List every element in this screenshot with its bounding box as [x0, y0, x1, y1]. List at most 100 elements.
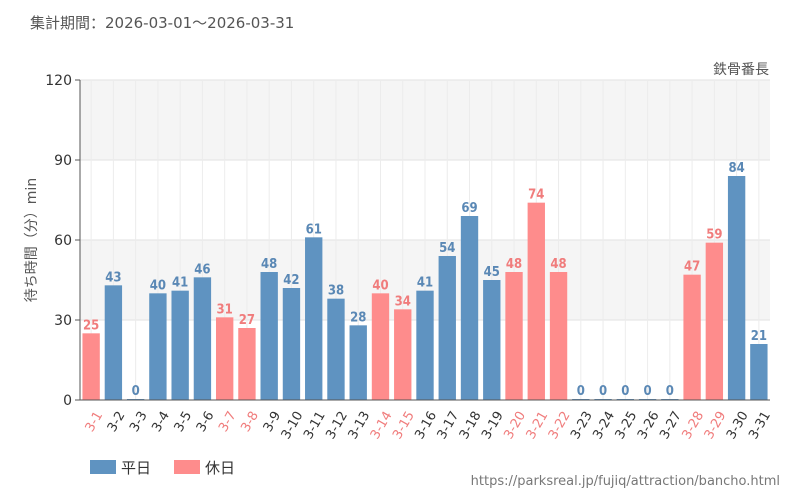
bar-3-12: [327, 298, 345, 400]
y-tick-label: 30: [54, 313, 72, 329]
legend-swatch-holiday: [174, 460, 200, 474]
data-labels: 25 43 0 40 41 46 31 27 48 42 61 38 28 40 34 41 54 69 45 48 7…: [83, 161, 767, 399]
bar-3-1: [82, 333, 100, 400]
data-label: 0: [666, 384, 674, 399]
legend-swatch-weekday: [90, 460, 116, 474]
x-tick-label: 3-11: [301, 409, 329, 442]
x-tick-label: 3-6: [194, 409, 218, 435]
data-label: 74: [528, 188, 544, 203]
data-label: 40: [150, 278, 166, 293]
x-tick-label: 3-1: [83, 409, 107, 435]
x-tick-label: 3-28: [679, 409, 707, 442]
data-label: 34: [395, 294, 411, 309]
data-label: 41: [172, 276, 188, 291]
bar-3-17: [438, 256, 456, 400]
bar-3-31: [750, 344, 768, 400]
y-tick-label: 60: [54, 233, 72, 249]
x-tick-label: 3-22: [546, 409, 574, 442]
bar-3-8: [238, 328, 256, 400]
bar-3-10: [282, 288, 301, 400]
x-tick-label: 3-31: [746, 409, 774, 442]
data-label: 45: [484, 265, 500, 280]
bar-3-4: [149, 293, 167, 400]
data-label: 59: [706, 228, 722, 243]
data-label: 48: [261, 257, 277, 272]
data-label: 0: [644, 384, 652, 399]
x-tick-label: 3-27: [657, 409, 685, 442]
x-tick-labels: 3-13-23-33-43-53-63-73-83-93-103-113-123…: [83, 409, 774, 442]
bar-3-14: [371, 293, 390, 400]
data-label: 25: [83, 318, 99, 333]
x-tick-label: 3-17: [435, 409, 463, 442]
x-tick-label: 3-3: [127, 409, 151, 435]
x-tick-label: 3-24: [590, 409, 618, 442]
x-tick-label: 3-7: [216, 409, 240, 435]
x-tick-label: 3-29: [702, 409, 730, 442]
bar-3-19: [483, 280, 501, 400]
data-label: 42: [283, 273, 299, 288]
data-label: 0: [599, 384, 607, 399]
bar-3-18: [460, 216, 479, 400]
bar-3-21: [527, 202, 545, 400]
x-tick-label: 3-14: [368, 409, 396, 442]
data-label: 47: [684, 260, 700, 275]
legend-label-weekday: 平日: [121, 459, 152, 477]
bar-3-15: [394, 309, 412, 400]
data-label: 0: [132, 384, 140, 399]
data-label: 0: [577, 384, 585, 399]
data-label: 43: [105, 270, 121, 285]
x-tick-label: 3-8: [238, 409, 262, 435]
x-tick-label: 3-25: [613, 409, 641, 442]
bars: [82, 176, 768, 400]
source-url: https://parksreal.jp/fujiq/attraction/ba…: [470, 474, 780, 489]
data-label: 46: [194, 262, 210, 277]
data-label: 21: [751, 329, 767, 344]
data-label: 41: [417, 276, 433, 291]
data-label: 31: [217, 302, 233, 317]
x-tick-label: 3-12: [323, 409, 351, 442]
data-label: 27: [239, 313, 255, 328]
data-label: 0: [621, 384, 629, 399]
data-label: 40: [372, 278, 388, 293]
x-tick-label: 3-4: [149, 409, 173, 435]
y-tick-label: 90: [54, 153, 72, 169]
x-tick-label: 3-20: [501, 409, 529, 442]
bar-3-28: [683, 274, 701, 400]
bar-3-20: [505, 272, 523, 400]
data-label: 48: [550, 257, 566, 272]
data-label: 38: [328, 284, 344, 299]
bar-3-7: [215, 317, 234, 400]
x-tick-label: 3-16: [412, 409, 440, 442]
data-label: 61: [306, 222, 322, 237]
data-label: 28: [350, 310, 366, 325]
data-label: 69: [461, 201, 477, 216]
y-tick-labels: 0 30 60 90 120: [45, 73, 72, 409]
bar-3-11: [305, 237, 323, 400]
series-name: 鉄骨番長: [713, 62, 769, 78]
bar-3-16: [416, 290, 434, 400]
x-tick-label: 3-2: [105, 409, 129, 435]
x-tick-label: 3-23: [568, 409, 596, 442]
bar-3-9: [260, 272, 278, 400]
data-label: 54: [439, 241, 455, 256]
bar-3-29: [705, 242, 724, 400]
x-tick-label: 3-19: [479, 409, 507, 442]
data-label: 48: [506, 257, 522, 272]
x-tick-label: 3-13: [346, 409, 374, 442]
axes: [75, 79, 770, 401]
bar-3-22: [549, 272, 568, 400]
legend-label-holiday: 休日: [205, 459, 236, 477]
x-tick-label: 3-26: [635, 409, 663, 442]
y-tick-label: 120: [45, 73, 72, 89]
bar-3-30: [727, 176, 746, 400]
x-tick-label: 3-30: [724, 409, 752, 442]
bar-3-2: [104, 285, 123, 400]
y-axis-label: 待ち時間（分）min: [24, 178, 40, 302]
x-tick-label: 3-10: [279, 409, 307, 442]
y-tick-label: 0: [63, 393, 72, 409]
x-tick-label: 3-5: [172, 409, 196, 435]
x-tick-label: 3-21: [524, 409, 552, 442]
bar-3-5: [171, 290, 189, 400]
x-tick-label: 3-15: [390, 409, 418, 442]
